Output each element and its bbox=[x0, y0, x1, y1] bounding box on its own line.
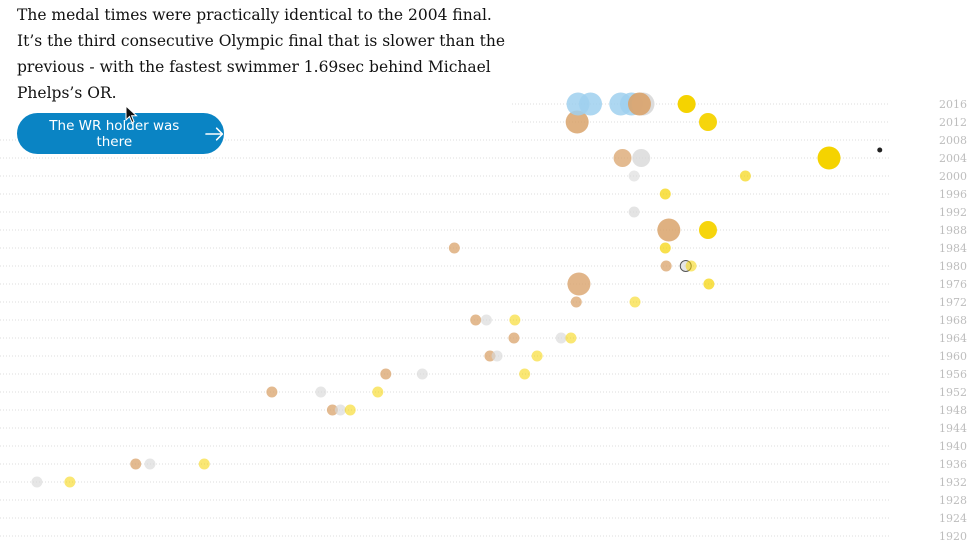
tick-label-1968: 1968 bbox=[939, 314, 967, 327]
tick-label-1928: 1928 bbox=[939, 494, 967, 507]
tick-label-2000: 2000 bbox=[939, 170, 967, 183]
tick-label-1996: 1996 bbox=[939, 188, 967, 201]
tick-label-1936: 1936 bbox=[939, 458, 967, 471]
dot-1936-silver-3 bbox=[144, 458, 156, 470]
dot-1984-bronze-31 bbox=[448, 242, 460, 254]
dot-2004-bronze-40 bbox=[613, 149, 632, 167]
next-button-label: The WR holder was there bbox=[49, 117, 180, 150]
tick-label-1956: 1956 bbox=[939, 368, 967, 381]
dot-1968-bronze-20 bbox=[470, 314, 482, 326]
tick-label-1960: 1960 bbox=[939, 350, 967, 363]
tick-label-2016: 2016 bbox=[939, 98, 967, 111]
chart-annotation-text: The medal times were practically identic… bbox=[17, 6, 505, 102]
dot-1968-silver-21 bbox=[480, 314, 492, 326]
dot-1980-bronze-28 bbox=[660, 260, 672, 272]
dot-1964-bronze-17 bbox=[508, 332, 520, 344]
dot-1980-gold-30 bbox=[685, 260, 697, 272]
medal-dots bbox=[31, 92, 883, 488]
dot-1976-gold-27 bbox=[703, 278, 715, 290]
dot-1956-silver-12 bbox=[416, 368, 428, 380]
dot-1996-gold-37 bbox=[659, 188, 671, 200]
tick-label-1924: 1924 bbox=[939, 512, 967, 525]
dot-1956-gold-13 bbox=[519, 368, 531, 380]
dot-1964-silver-18 bbox=[555, 332, 567, 344]
tick-label-1984: 1984 bbox=[939, 242, 967, 255]
dot-1936-gold-4 bbox=[198, 458, 210, 470]
dot-1932-silver-0 bbox=[31, 476, 43, 488]
dot-2016-highlight-46 bbox=[579, 92, 603, 116]
dot-1948-bronze-5 bbox=[326, 404, 338, 416]
dot-1960-silver-15 bbox=[491, 350, 503, 362]
tick-label-2012: 2012 bbox=[939, 116, 967, 129]
olympic-record-marker bbox=[877, 147, 883, 153]
dot-1952-silver-9 bbox=[315, 386, 327, 398]
dot-1948-gold-7 bbox=[344, 404, 356, 416]
dot-2012-gold-44 bbox=[698, 113, 717, 131]
dot-1988-gold-35 bbox=[698, 221, 717, 239]
dot-2004-silver-41 bbox=[632, 149, 651, 167]
tick-label-1948: 1948 bbox=[939, 404, 967, 417]
dot-1956-bronze-11 bbox=[380, 368, 392, 380]
tick-label-1972: 1972 bbox=[939, 296, 967, 309]
tick-label-1992: 1992 bbox=[939, 206, 967, 219]
dot-1968-gold-22 bbox=[509, 314, 521, 326]
dot-2016-bronze-50 bbox=[627, 92, 651, 116]
dot-1988-bronze-34 bbox=[657, 218, 681, 242]
tick-label-1952: 1952 bbox=[939, 386, 967, 399]
dot-1972-bronze-23 bbox=[570, 296, 582, 308]
dot-1948-silver-6 bbox=[334, 404, 346, 416]
dot-2016-gold-51 bbox=[677, 95, 696, 113]
tick-label-2008: 2008 bbox=[939, 134, 967, 147]
dot-1952-gold-10 bbox=[372, 386, 384, 398]
arrow-right-icon bbox=[204, 126, 223, 141]
dot-1932-gold-1 bbox=[64, 476, 76, 488]
tick-label-1964: 1964 bbox=[939, 332, 967, 345]
dot-1952-bronze-8 bbox=[266, 386, 278, 398]
dot-1936-bronze-2 bbox=[130, 458, 142, 470]
tick-label-1920: 1920 bbox=[939, 530, 967, 543]
gridlines bbox=[0, 103, 890, 537]
dot-1960-gold-16 bbox=[531, 350, 543, 362]
year-tick-labels: 1920 1924 1928 1932 1936 1940 1944 1948 1952 1956… bbox=[939, 98, 967, 543]
tick-label-1940: 1940 bbox=[939, 440, 967, 453]
dot-1984-gold-33 bbox=[659, 242, 671, 254]
tick-label-1980: 1980 bbox=[939, 260, 967, 273]
tick-label-1944: 1944 bbox=[939, 422, 967, 435]
dot-2004-gold-42 bbox=[817, 146, 841, 170]
dot-2000-silver-38 bbox=[628, 170, 640, 182]
tick-label-1932: 1932 bbox=[939, 476, 967, 489]
tick-label-1976: 1976 bbox=[939, 278, 967, 291]
dot-2000-gold-39 bbox=[739, 170, 751, 182]
dot-1992-silver-36 bbox=[628, 206, 640, 218]
dot-1964-gold-19 bbox=[565, 332, 577, 344]
wr-holder-next-button[interactable]: The WR holder was there bbox=[17, 113, 224, 154]
dot-2012-bronze-43 bbox=[565, 110, 589, 134]
tick-label-2004: 2004 bbox=[939, 152, 967, 165]
dot-1976-bronze-26 bbox=[567, 272, 591, 296]
tick-label-1988: 1988 bbox=[939, 224, 967, 237]
dot-1972-gold-25 bbox=[629, 296, 641, 308]
mouse-cursor-icon bbox=[125, 105, 138, 124]
